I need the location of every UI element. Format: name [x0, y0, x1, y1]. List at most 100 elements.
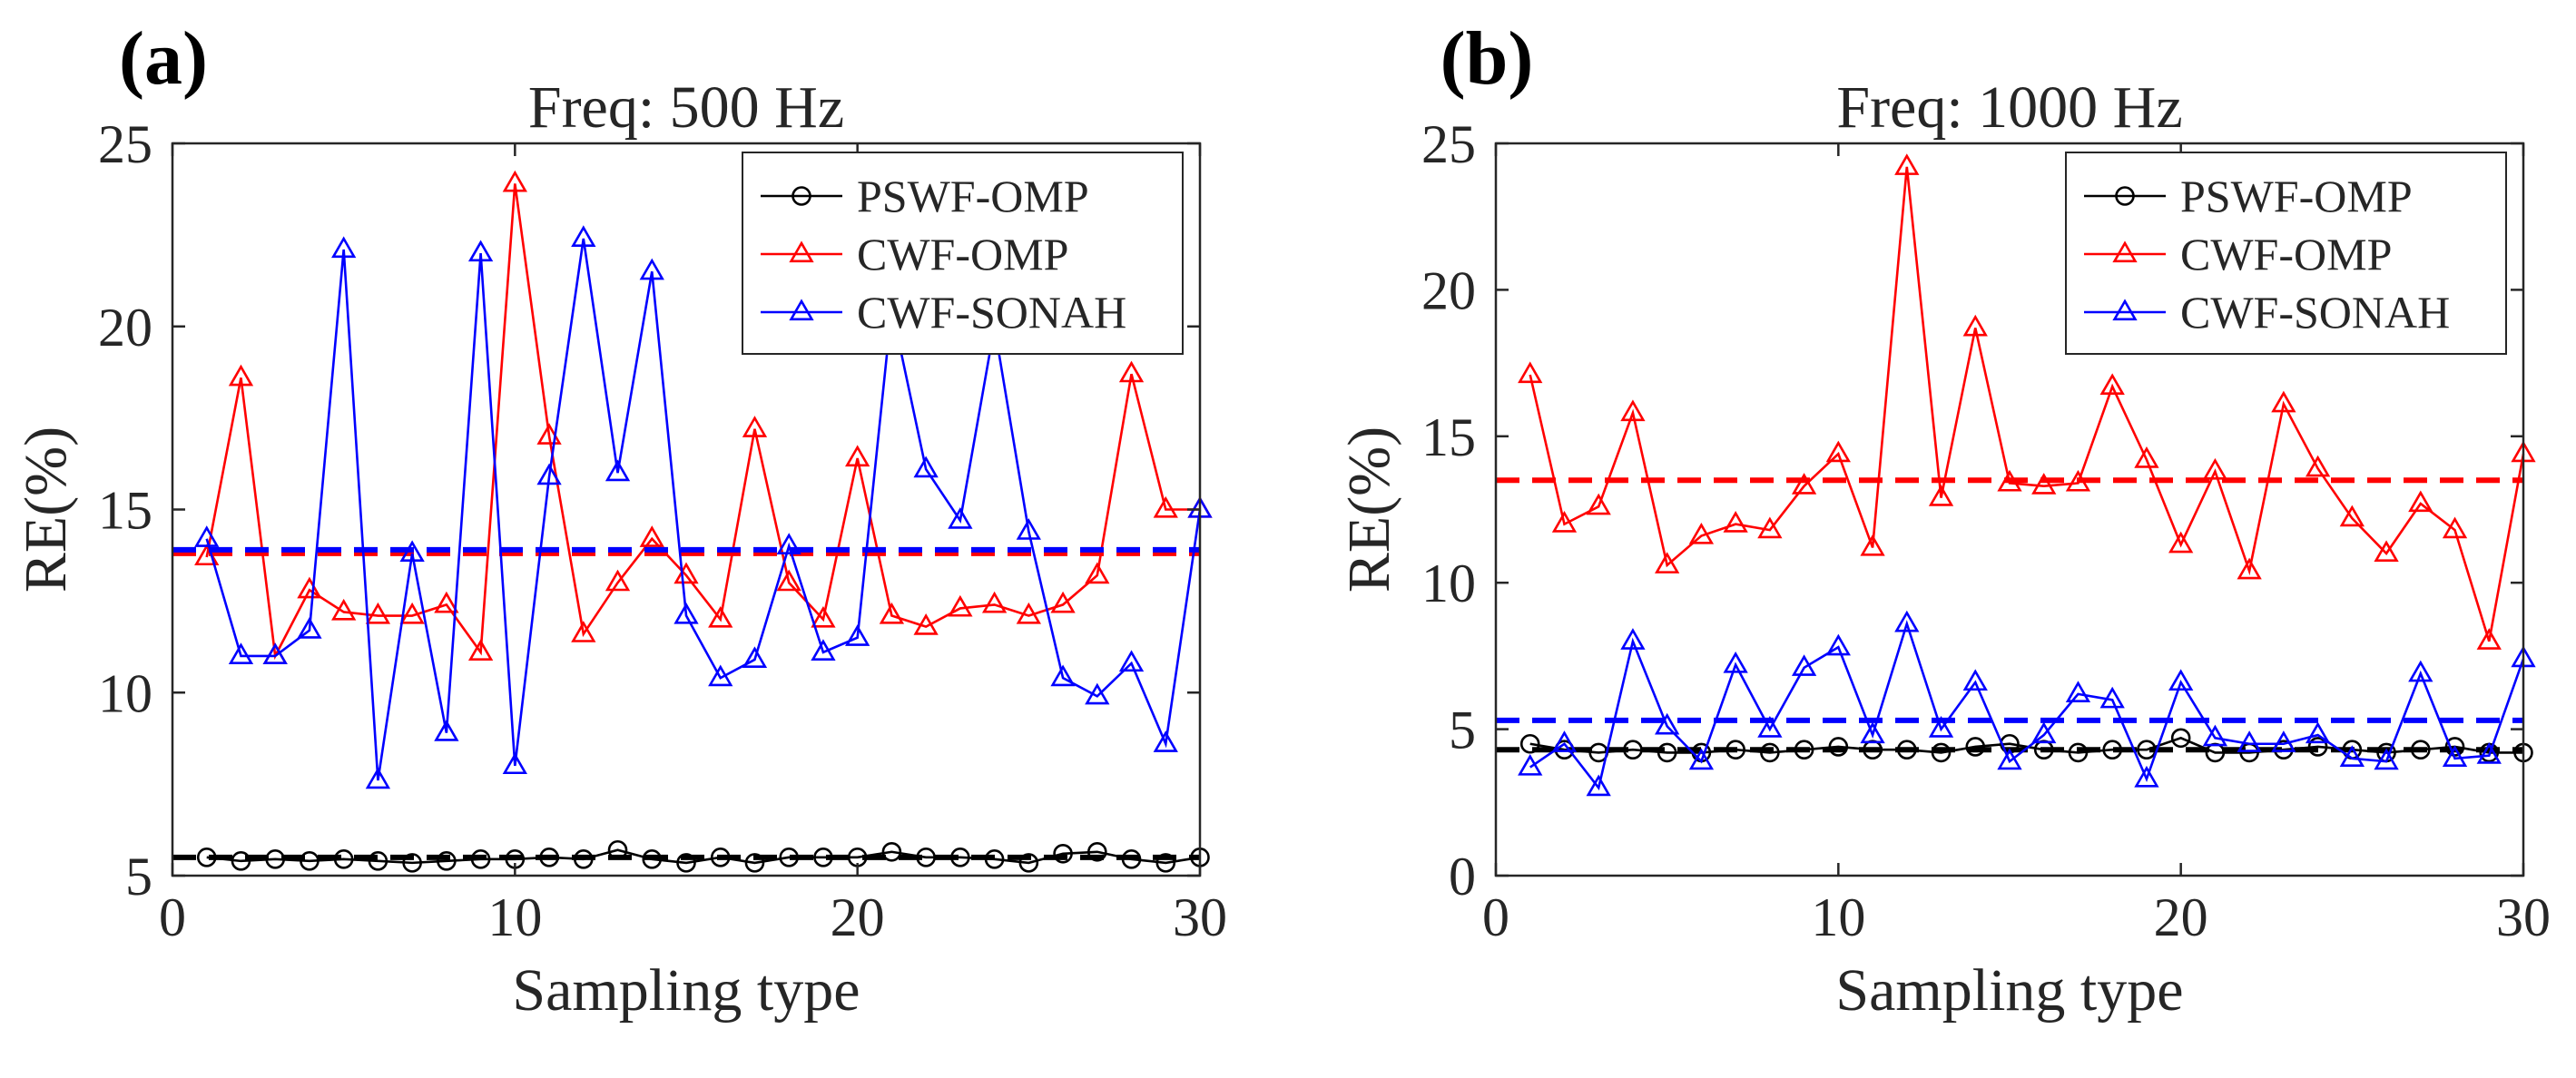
data-point-cwf-omp: [1860, 534, 1885, 556]
y-tick-label: 15: [1421, 407, 1476, 467]
legend: PSWF-OMP CWF-OMP CWF-SONAH: [2065, 152, 2507, 355]
data-point-cwf-sonah: [673, 602, 699, 624]
y-tick-label: 25: [1421, 114, 1476, 174]
x-tick-label: 20: [2154, 887, 2208, 947]
legend-marker-cwf-omp: [789, 240, 814, 263]
plot-frame: [1494, 142, 2525, 877]
data-point-pswf-omp: [1726, 740, 1745, 760]
x-axis-label: Sampling type: [512, 957, 860, 1024]
y-tick-label: 25: [98, 114, 152, 174]
data-point-cwf-omp: [2031, 473, 2057, 495]
data-point-cwf-omp: [913, 613, 939, 635]
data-point-cwf-sonah: [708, 664, 733, 687]
data-point-cwf-sonah: [811, 639, 836, 661]
data-point-cwf-sonah: [639, 258, 664, 280]
data-point-cwf-omp: [2476, 628, 2502, 650]
data-point-pswf-omp: [196, 848, 217, 867]
y-tick-label: 20: [1421, 260, 1476, 320]
data-point-cwf-omp: [1894, 153, 1920, 175]
data-point-cwf-omp: [1688, 522, 1715, 544]
data-point-pswf-omp: [333, 849, 354, 869]
x-axis-label: Sampling type: [1835, 957, 2183, 1024]
data-point-cwf-sonah: [365, 767, 391, 789]
data-point-cwf-sonah: [1757, 715, 1783, 738]
panel-a: 0 10 20 30 5 10 15 20 25 Freq: 500 Hz Sampling typ…: [13, 16, 1227, 1024]
series-line-cwf-sonah: [1529, 620, 2525, 791]
data-point-cwf-sonah: [1118, 650, 1145, 672]
data-point-cwf-omp: [2202, 457, 2228, 480]
data-point-cwf-omp: [1586, 493, 1611, 515]
data-point-pswf-omp: [2411, 740, 2431, 760]
data-point-cwf-omp: [1962, 314, 1988, 337]
data-point-pswf-omp: [2068, 742, 2089, 763]
data-point-cwf-omp: [331, 598, 357, 621]
data-point-cwf-omp: [2442, 516, 2468, 539]
data-point-cwf-sonah: [2202, 724, 2228, 747]
data-point-cwf-sonah: [605, 459, 631, 482]
data-point-cwf-omp: [434, 591, 459, 613]
data-point-cwf-sonah: [1791, 654, 1817, 676]
legend-marker-cwf-omp: [2112, 240, 2138, 263]
data-point-cwf-sonah: [2271, 730, 2296, 752]
panel-b: 0 10 20 30 0 5 10 15 20 25 Freq: 1000 Hz Sampling t…: [1336, 16, 2551, 1024]
data-point-cwf-omp: [2305, 455, 2331, 477]
data-point-cwf-sonah: [1860, 721, 1885, 744]
data-point-cwf-omp: [502, 170, 527, 192]
data-point-cwf-omp: [1791, 473, 1817, 495]
data-point-cwf-omp: [605, 569, 631, 592]
x-tick-label: 0: [1482, 887, 1509, 947]
legend-label-pswf-omp: PSWF-OMP: [2180, 171, 2413, 221]
data-point-cwf-sonah: [228, 642, 254, 665]
data-point-cwf-omp: [1723, 511, 1748, 533]
data-point-cwf-sonah: [571, 225, 596, 248]
series-line-cwf-sonah: [205, 238, 1202, 781]
data-point-cwf-omp: [879, 602, 905, 624]
series-cwf-omp: [1496, 153, 2536, 650]
data-point-cwf-sonah: [1153, 730, 1178, 752]
data-point-cwf-omp: [1118, 360, 1145, 383]
data-point-pswf-omp: [2307, 737, 2328, 757]
data-point-cwf-omp: [2237, 557, 2262, 580]
data-point-pswf-omp: [916, 848, 936, 867]
data-point-cwf-omp: [2339, 505, 2365, 527]
data-point-pswf-omp: [437, 851, 457, 871]
data-point-cwf-sonah: [331, 236, 357, 259]
data-point-pswf-omp: [402, 853, 422, 873]
data-point-cwf-sonah: [1551, 730, 1578, 752]
data-point-cwf-omp: [1655, 552, 1680, 573]
data-point-cwf-sonah: [1962, 669, 1988, 691]
series-cwf-sonah: [1496, 610, 2536, 797]
data-point-pswf-omp: [1897, 740, 1917, 760]
x-tick-label: 0: [159, 887, 186, 947]
data-point-cwf-omp: [1825, 440, 1851, 463]
legend-marker-pswf-omp: [2115, 186, 2135, 206]
panel-label: (b): [1440, 16, 1534, 101]
legend-label-cwf-sonah: CWF-SONAH: [857, 287, 1126, 338]
data-point-pswf-omp: [265, 849, 286, 869]
data-point-cwf-omp: [1997, 469, 2022, 492]
data-point-cwf-sonah: [2476, 742, 2502, 764]
data-point-cwf-omp: [811, 605, 836, 628]
data-point-pswf-omp: [1053, 843, 1073, 864]
data-point-cwf-sonah: [1723, 651, 1748, 673]
x-tick-label: 20: [831, 887, 885, 947]
data-point-pswf-omp: [539, 848, 559, 867]
data-point-cwf-sonah: [2374, 748, 2399, 770]
data-point-cwf-sonah: [1655, 712, 1680, 735]
data-point-cwf-sonah: [2134, 765, 2159, 788]
legend-label-cwf-omp: CWF-OMP: [857, 229, 1068, 279]
data-point-cwf-omp: [1153, 495, 1178, 518]
legend: PSWF-OMP CWF-OMP CWF-SONAH: [742, 152, 1184, 355]
data-point-cwf-omp: [2408, 490, 2433, 513]
data-point-cwf-sonah: [1016, 518, 1041, 540]
data-point-cwf-sonah: [2408, 660, 2433, 682]
data-point-pswf-omp: [950, 848, 970, 867]
data-point-cwf-omp: [2099, 373, 2125, 396]
data-point-cwf-omp: [297, 576, 322, 599]
data-point-pswf-omp: [1018, 853, 1039, 873]
data-point-cwf-sonah: [262, 642, 288, 665]
panel-label: (a): [119, 16, 208, 101]
data-point-cwf-omp: [571, 621, 596, 642]
data-point-cwf-sonah: [1518, 753, 1543, 776]
